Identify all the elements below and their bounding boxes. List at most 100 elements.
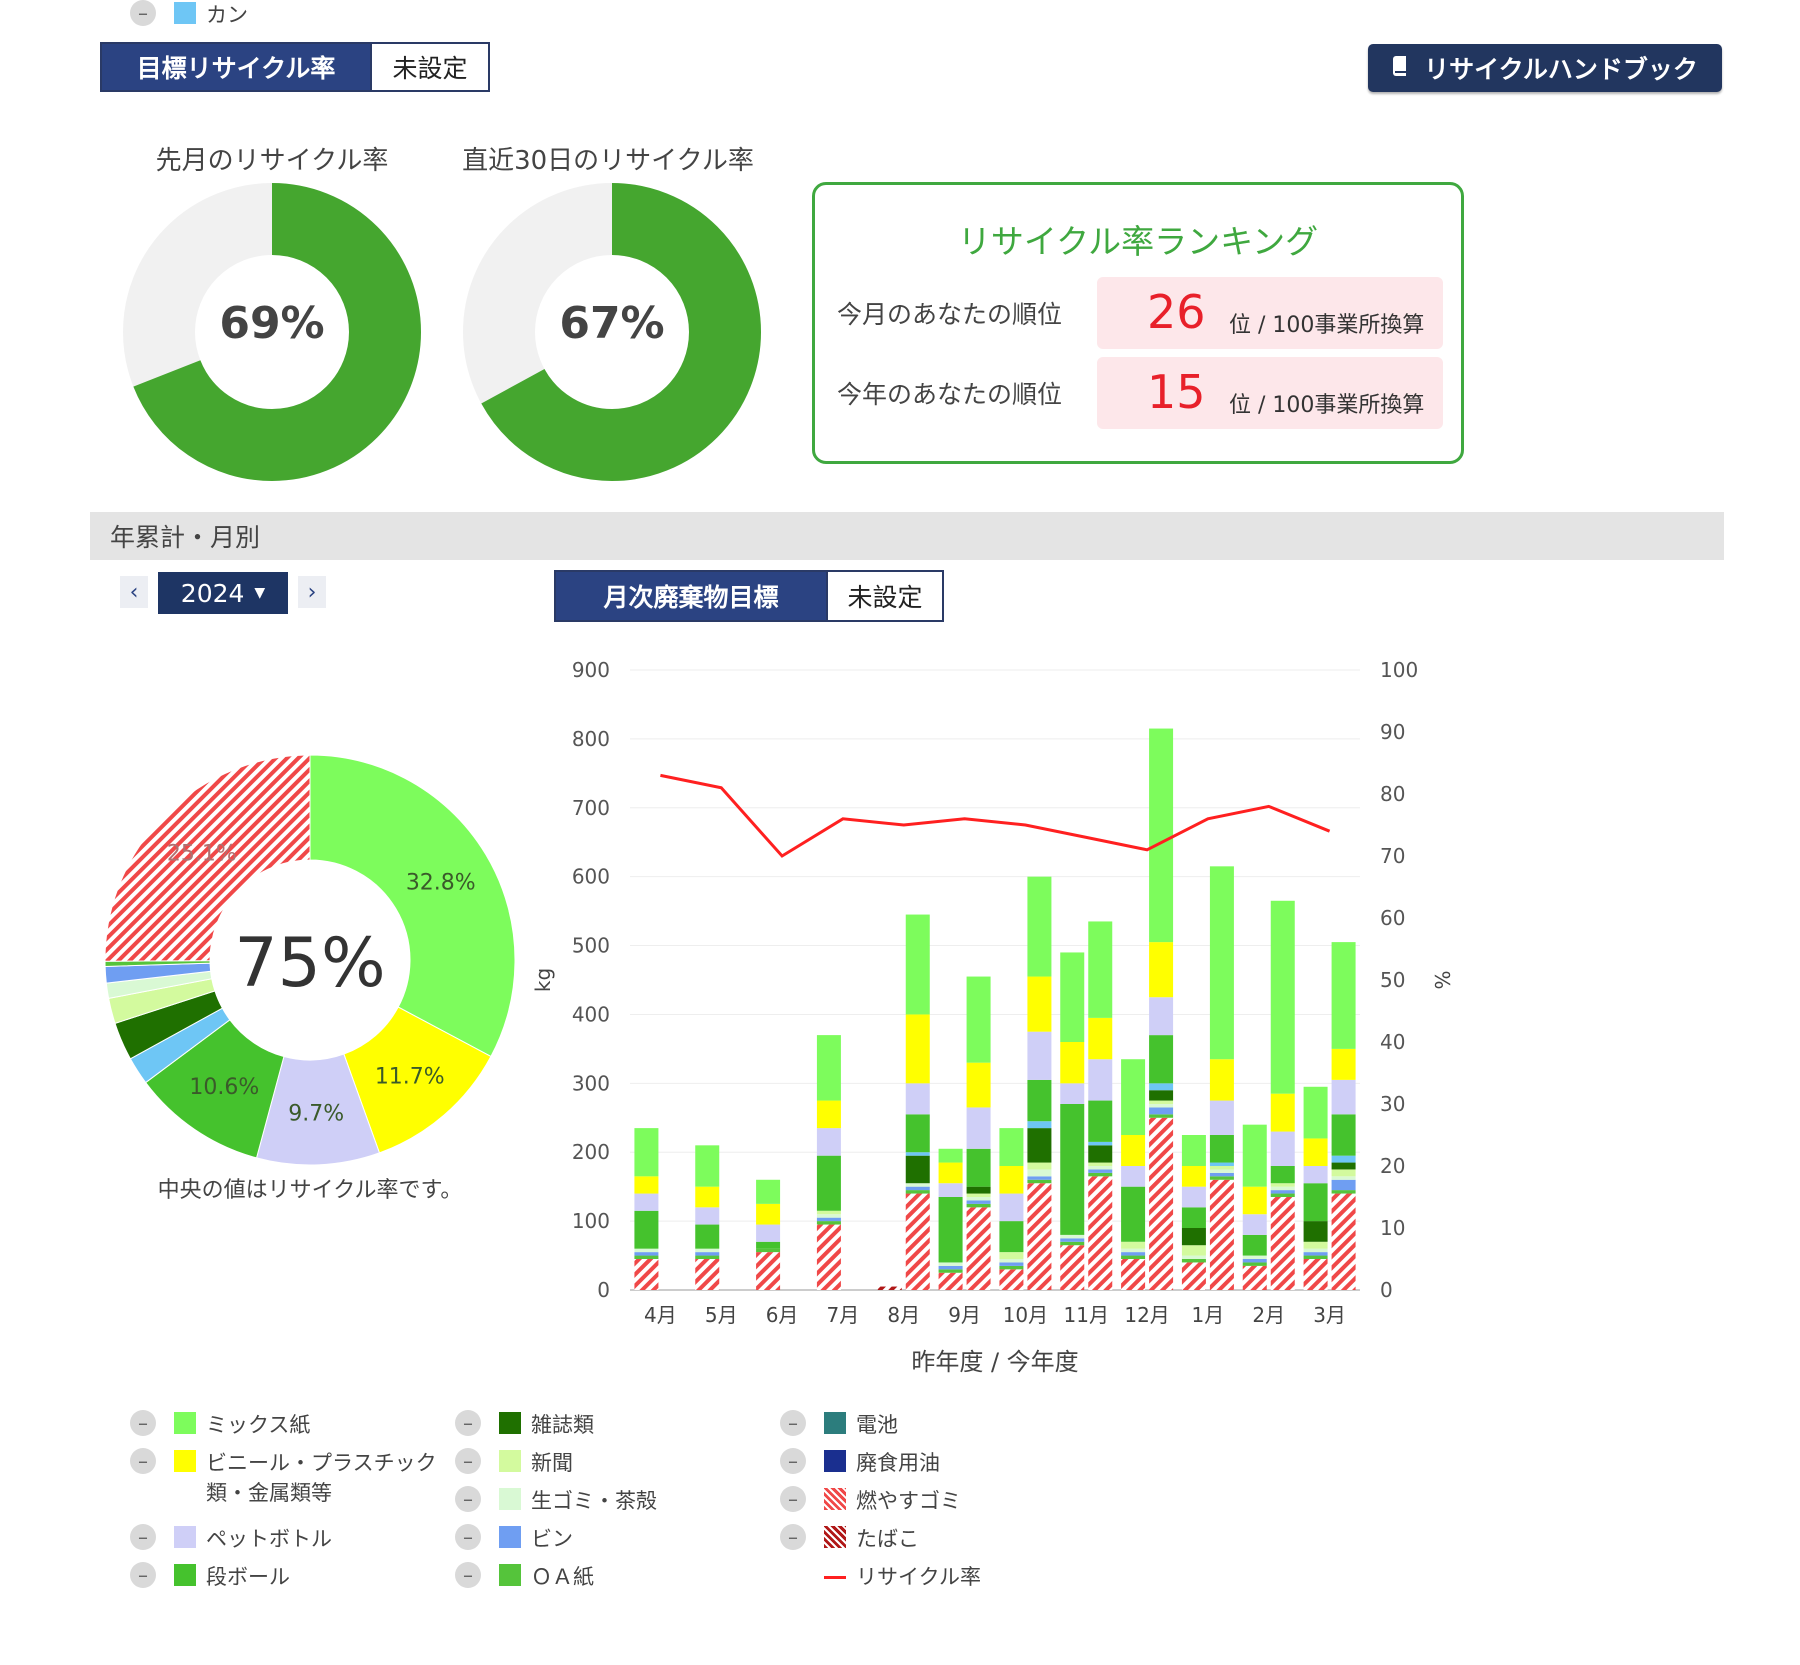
bar-segment [1088, 921, 1113, 1018]
minus-icon[interactable]: – [130, 1410, 156, 1436]
minus-icon[interactable]: – [455, 1486, 481, 1512]
bar-segment [1149, 1035, 1174, 1084]
handbook-label: リサイクルハンドブック [1424, 55, 1698, 84]
target-recycle-rate[interactable]: 目標リサイクル率 未設定 [100, 42, 490, 92]
bar-segment [1209, 1172, 1234, 1177]
legend-item[interactable]: リサイクル率 [780, 1562, 981, 1592]
bar-segment [999, 1128, 1024, 1166]
bar-segment [695, 1145, 720, 1187]
legend-item[interactable]: – 燃やすゴミ [780, 1486, 961, 1516]
bar-segment [1331, 1179, 1356, 1191]
bar-segment [1331, 1190, 1356, 1194]
y2-tick-label: 30 [1380, 1092, 1405, 1116]
last-30days-percent: 67% [559, 298, 665, 349]
minus-icon[interactable]: – [780, 1486, 806, 1512]
bar-segment [1149, 1107, 1174, 1115]
bar-segment [1149, 942, 1174, 998]
bar-segment [1209, 866, 1234, 1060]
y-tick-label: 300 [572, 1071, 610, 1095]
legend-item[interactable]: – 雑誌類 [455, 1410, 594, 1440]
bar-segment [1060, 1104, 1085, 1235]
next-year-button[interactable]: › [298, 576, 326, 608]
x-tick-label: 12月 [1124, 1303, 1169, 1327]
caret-down-icon: ▼ [254, 585, 266, 601]
bar-segment [1149, 1083, 1174, 1091]
legend-label: 廃食用油 [856, 1448, 940, 1478]
minus-icon[interactable]: – [455, 1524, 481, 1550]
legend-item[interactable]: – ビニール・プラスチック 類・金属類等 [130, 1448, 437, 1508]
monthly-target[interactable]: 月次廃棄物目標 未設定 [554, 570, 944, 622]
bar-segment [1027, 876, 1052, 977]
legend-item[interactable]: – ビン [455, 1524, 573, 1554]
bar-segment [1270, 1131, 1295, 1166]
y-tick-label: 500 [572, 934, 610, 958]
legend-swatch [499, 1450, 521, 1472]
legend-label: 新聞 [531, 1448, 573, 1478]
legend-item[interactable]: – ＯＡ紙 [455, 1562, 594, 1592]
bar-segment [756, 1241, 781, 1249]
bar-segment [905, 1155, 930, 1184]
minus-icon[interactable]: – [455, 1448, 481, 1474]
bar-segment [1060, 952, 1085, 1042]
y2-tick-label: 10 [1380, 1216, 1405, 1240]
legend-item[interactable]: – 廃食用油 [780, 1448, 940, 1478]
pie-label-3: 10.6% [189, 1075, 259, 1100]
legend-item[interactable]: – ミックス紙 [130, 1410, 310, 1440]
y-tick-label: 900 [572, 658, 610, 682]
bar-segment [634, 1193, 659, 1211]
legend-label-line: ミックス紙 [206, 1413, 311, 1437]
donut-last-30days-arc [463, 183, 761, 481]
bar-segment [1060, 1241, 1085, 1246]
bar-segment [1209, 1176, 1234, 1180]
bar-segment [938, 1183, 963, 1197]
legend-item[interactable]: – 電池 [780, 1410, 898, 1440]
ranking-month-rank: 26 [1147, 285, 1206, 339]
bar-segment [1331, 1176, 1356, 1180]
bar-segment [1060, 1083, 1085, 1104]
legend-item[interactable]: – カン [130, 0, 248, 30]
bar-segment [816, 1100, 841, 1129]
minus-icon[interactable]: – [130, 1448, 156, 1474]
legend-swatch [174, 1526, 196, 1548]
book-icon [1392, 54, 1410, 83]
minus-icon[interactable]: – [780, 1448, 806, 1474]
monthly-chart: 0 100 200 300 400 500 600 700 800 900 0 10 20 30 40 50 6… [531, 658, 1454, 1376]
legend-label-line: ペットボトル [206, 1527, 332, 1551]
bar-segment [1270, 1166, 1295, 1184]
legend-item[interactable]: – ペットボトル [130, 1524, 332, 1554]
target-recycle-rate-value[interactable]: 未設定 [370, 44, 488, 90]
prev-year-button[interactable]: ‹ [120, 576, 148, 608]
year-select[interactable]: 2024 ▼ [158, 572, 288, 614]
bar-segment [1270, 1190, 1295, 1194]
legend-item[interactable]: – 新聞 [455, 1448, 573, 1478]
minus-icon[interactable]: – [130, 1524, 156, 1550]
bar-segment [1088, 1017, 1113, 1060]
bar-segment [1270, 1093, 1295, 1132]
bar-segment [999, 1193, 1024, 1222]
x-tick-label: 9月 [948, 1303, 981, 1327]
ranking-month-unit: 位 / 100事業所換算 [1229, 313, 1425, 338]
bar-segment [1149, 1114, 1174, 1118]
minus-icon[interactable]: – [455, 1410, 481, 1436]
bar-segment [1242, 1234, 1267, 1256]
handbook-button[interactable]: リサイクルハンドブック [1368, 44, 1722, 92]
minus-icon[interactable]: – [455, 1562, 481, 1588]
minus-icon[interactable]: – [130, 1562, 156, 1588]
legend-label-line: 廃食用油 [856, 1451, 940, 1475]
legend-item[interactable]: – 段ボール [130, 1562, 290, 1592]
legend-item[interactable]: – 生ゴミ・茶殻 [455, 1486, 657, 1516]
donut-last-30days [463, 183, 761, 481]
bar-segment [1209, 1166, 1234, 1170]
bar-segment [1270, 1193, 1295, 1197]
y2-tick-label: 40 [1380, 1030, 1405, 1054]
minus-icon[interactable]: – [130, 0, 156, 26]
monthly-target-value[interactable]: 未設定 [826, 572, 942, 620]
legend-label: ビニール・プラスチック 類・金属類等 [206, 1448, 437, 1508]
minus-icon[interactable]: – [780, 1524, 806, 1550]
x-tick-label: 3月 [1313, 1303, 1346, 1327]
bar-segment [1242, 1186, 1267, 1215]
legend-item[interactable]: – たばこ [780, 1524, 919, 1554]
minus-icon[interactable]: – [780, 1410, 806, 1436]
bar-segment [999, 1265, 1024, 1270]
legend-swatch [499, 1526, 521, 1548]
